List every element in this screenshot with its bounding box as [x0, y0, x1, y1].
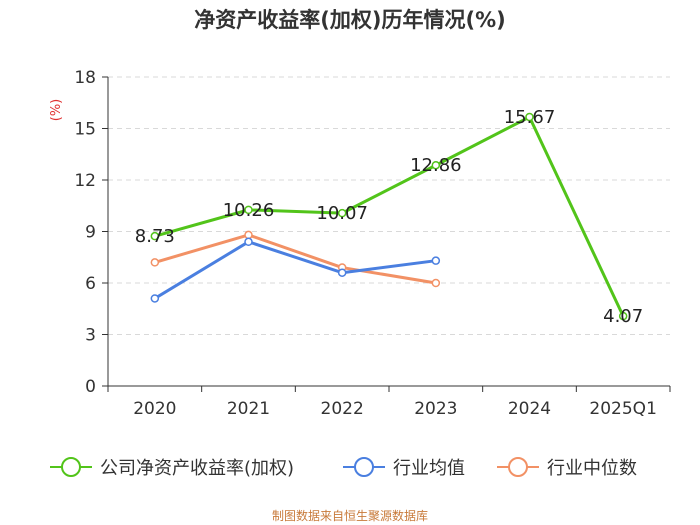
legend-circle-marker — [61, 457, 81, 477]
y-axis-label: (%) — [49, 99, 64, 122]
grid-layer — [108, 76, 670, 335]
y-tick-label: 15 — [74, 120, 96, 140]
x-tick-label: 2023 — [414, 399, 457, 419]
data-label: 4.07 — [603, 306, 643, 327]
x-tick-label: 2025Q1 — [589, 399, 656, 419]
legend-label: 行业均值 — [393, 458, 465, 479]
legend-circle-marker — [354, 457, 374, 477]
data-point — [150, 294, 160, 303]
data-point — [431, 160, 441, 170]
y-tick-label: 6 — [85, 274, 96, 294]
data-point — [431, 278, 441, 288]
data-label: 15.67 — [504, 107, 556, 128]
legend-label: 行业中位数 — [547, 458, 637, 479]
data-point — [431, 256, 441, 265]
y-tick-label: 0 — [85, 377, 96, 397]
data-label: 12.86 — [410, 155, 462, 176]
chart-title: 净资产收益率(加权)历年情况(%) — [194, 8, 506, 32]
data-label: 8.73 — [135, 226, 175, 247]
data-label: 10.07 — [316, 203, 368, 224]
y-tick-label: 18 — [74, 68, 96, 88]
data-point — [525, 112, 534, 122]
legend[interactable]: 公司净资产收益率(加权) 行业均值 行业中位数 — [50, 457, 637, 479]
data-point — [618, 311, 628, 321]
y-tick-label: 12 — [74, 171, 96, 191]
source-footer: 制图数据来自恒生聚源数据库 — [271, 509, 428, 523]
y-tick-label: 9 — [85, 223, 96, 243]
data-point — [337, 268, 347, 277]
data-point — [244, 205, 253, 215]
data-point — [337, 208, 347, 218]
series-layer — [150, 112, 628, 321]
y-tick-label: 3 — [85, 326, 96, 346]
x-tick-label: 2024 — [508, 399, 551, 419]
legend-circle-marker — [508, 457, 528, 477]
x-tick-label: 2022 — [321, 399, 364, 419]
data-label: 10.26 — [223, 200, 275, 221]
data-point — [150, 258, 160, 267]
legend-item-2[interactable]: 行业中位数 — [497, 457, 637, 479]
legend-item-0[interactable]: 公司净资产收益率(加权) — [50, 457, 294, 479]
data-point — [150, 231, 160, 241]
axis-layer: 0 3 6 9 12 15 18 (%) 2020 2021 2022 2023 2024 2025Q1 — [49, 68, 671, 419]
series-line-2 — [154, 233, 437, 285]
data-point — [244, 230, 253, 240]
data-point — [244, 237, 253, 247]
label-layer: 8.73 10.26 10.07 12.86 15.67 4.07 — [135, 107, 643, 327]
legend-item-1[interactable]: 行业均值 — [343, 457, 465, 479]
legend-label: 公司净资产收益率(加权) — [100, 458, 294, 479]
series-line-1 — [154, 240, 437, 300]
x-tick-label: 2020 — [133, 399, 176, 419]
x-tick-label: 2021 — [227, 399, 270, 419]
series-line-0 — [154, 115, 625, 317]
